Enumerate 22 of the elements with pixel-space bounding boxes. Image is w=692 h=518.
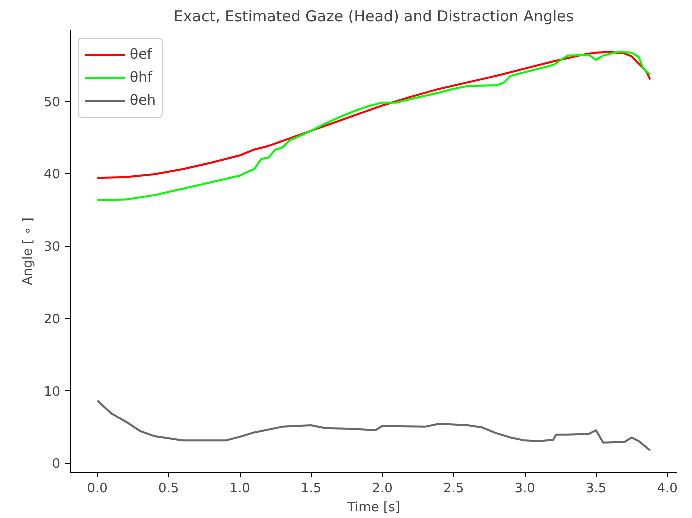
y-tick-label: 30 — [44, 240, 61, 256]
x-tick-label: 0.0 — [87, 482, 108, 496]
legend-label: θef — [130, 47, 152, 63]
x-axis-title: Time [s] — [346, 500, 400, 516]
line-series — [96, 400, 652, 452]
x-tick-label: 3.0 — [514, 482, 536, 496]
x-tick-label: 3.5 — [586, 482, 607, 496]
x-tick-label: 1.5 — [300, 482, 322, 496]
y-tick-label: 20 — [44, 312, 61, 328]
legend-label: θeh — [130, 93, 156, 109]
y-tick-label: 40 — [44, 168, 61, 183]
x-tick-label: 2.0 — [372, 482, 393, 496]
chart-title: Exact, Estimated Gaze (Head) and Distraction Angles — [174, 8, 574, 26]
y-tick-label: 50 — [44, 95, 61, 110]
x-tick-label: 2.5 — [443, 482, 464, 496]
y-axis-title: Angle [ ∘ ] — [20, 218, 36, 286]
x-tick-label: 1.0 — [230, 482, 250, 496]
x-tick-label: 0.5 — [158, 482, 180, 496]
legend-label: θhf — [130, 70, 152, 86]
y-tick-label: 0 — [52, 457, 61, 472]
x-tick-label: 4.0 — [657, 482, 678, 496]
y-tick-label: 10 — [44, 384, 61, 400]
